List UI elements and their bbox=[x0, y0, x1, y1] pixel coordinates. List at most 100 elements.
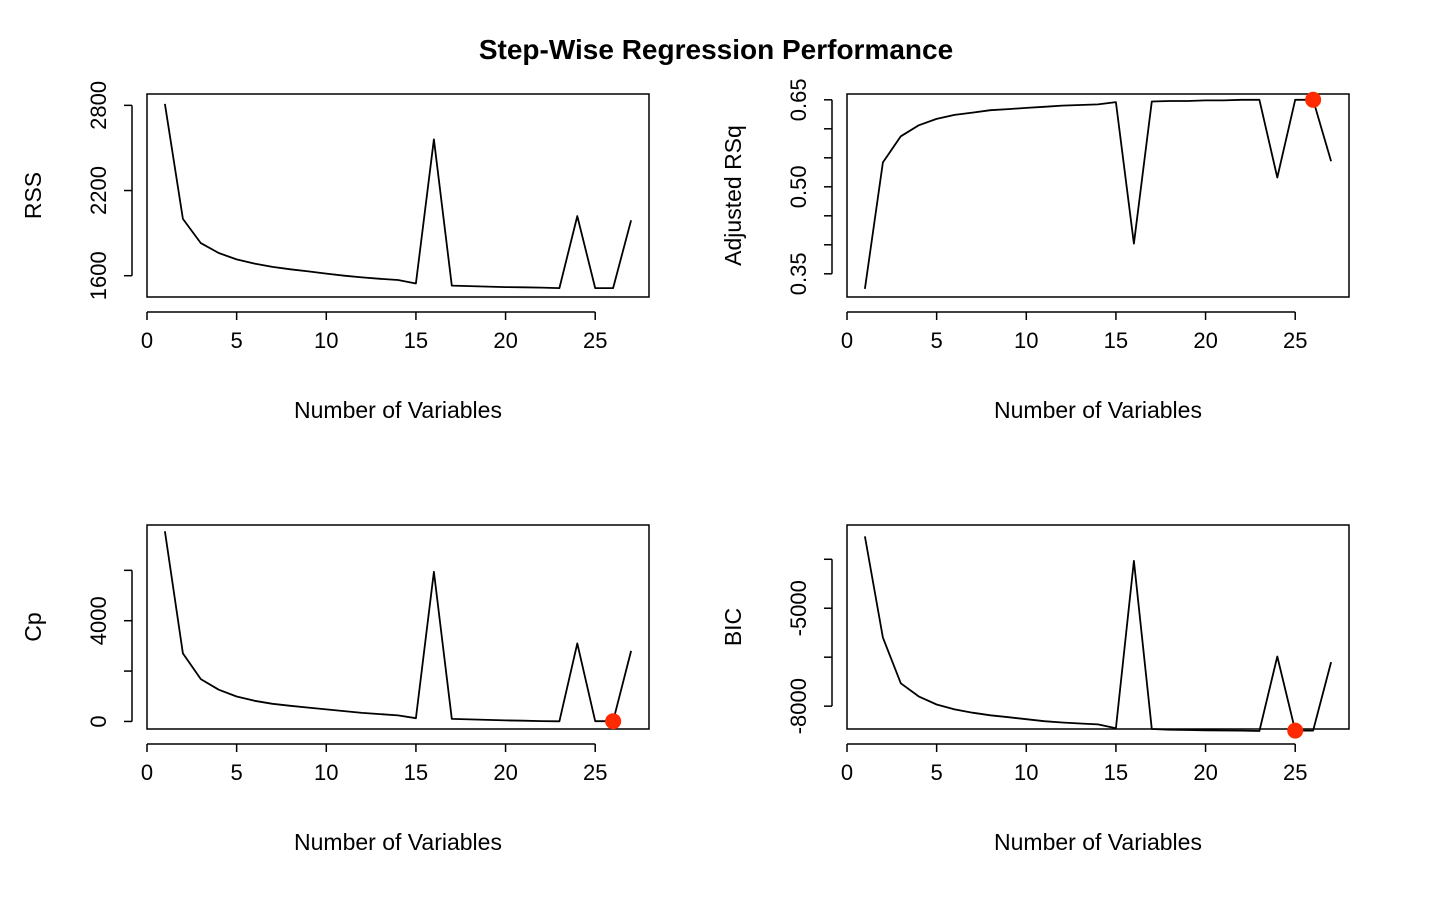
data-point bbox=[397, 279, 399, 281]
data-point bbox=[1258, 99, 1260, 101]
data-point bbox=[989, 714, 991, 716]
data-point bbox=[1186, 729, 1188, 731]
data-point bbox=[1169, 728, 1171, 730]
data-point bbox=[882, 636, 884, 638]
data-point bbox=[343, 275, 345, 277]
data-point bbox=[1169, 100, 1171, 102]
x-tick-label: 10 bbox=[314, 328, 338, 353]
x-tick-label: 25 bbox=[583, 760, 607, 785]
data-point bbox=[1240, 99, 1242, 101]
data-point bbox=[864, 288, 866, 290]
series-line bbox=[864, 98, 1332, 290]
x-tick-label: 20 bbox=[493, 328, 517, 353]
data-point bbox=[1025, 107, 1027, 109]
data-point bbox=[1061, 104, 1063, 106]
data-point bbox=[989, 109, 991, 111]
data-point bbox=[1007, 108, 1009, 110]
x-axis-label: Number of Variables bbox=[294, 397, 502, 423]
data-point bbox=[1276, 655, 1278, 657]
x-tick-label: 10 bbox=[1014, 328, 1038, 353]
data-point bbox=[594, 287, 596, 289]
data-point bbox=[576, 642, 578, 644]
data-point bbox=[1115, 727, 1117, 729]
data-point bbox=[1204, 729, 1206, 731]
data-point bbox=[486, 285, 488, 287]
x-tick-label: 0 bbox=[141, 760, 153, 785]
x-tick-label: 20 bbox=[493, 760, 517, 785]
y-axis-label: Cp bbox=[20, 612, 46, 641]
data-point bbox=[1079, 722, 1081, 724]
data-point bbox=[307, 706, 309, 708]
chart-panel-1: 0 5 10 15 20 25 Number of Variables 1600 2200 280… bbox=[20, 81, 650, 423]
data-point bbox=[900, 682, 902, 684]
data-point bbox=[953, 708, 955, 710]
data-point bbox=[271, 703, 273, 705]
optimum-marker bbox=[1305, 91, 1322, 108]
x-tick-label: 20 bbox=[1193, 760, 1217, 785]
data-point bbox=[1222, 729, 1224, 731]
data-point bbox=[307, 270, 309, 272]
x-tick-label: 15 bbox=[1104, 760, 1128, 785]
data-point bbox=[522, 286, 524, 288]
data-point bbox=[164, 530, 166, 532]
data-point bbox=[1294, 99, 1296, 101]
data-point bbox=[918, 124, 920, 126]
data-point bbox=[253, 700, 255, 702]
y-tick-label: 4000 bbox=[86, 596, 111, 645]
data-point bbox=[540, 720, 542, 722]
data-point bbox=[594, 720, 596, 722]
data-point bbox=[1151, 728, 1153, 730]
data-point bbox=[576, 215, 578, 217]
data-point bbox=[200, 678, 202, 680]
data-point bbox=[415, 717, 417, 719]
data-point bbox=[971, 111, 973, 113]
data-point bbox=[1240, 729, 1242, 731]
data-point bbox=[379, 278, 381, 280]
data-point bbox=[433, 138, 435, 140]
data-point bbox=[1115, 101, 1117, 103]
data-point bbox=[630, 219, 632, 221]
data-point bbox=[253, 262, 255, 264]
data-point bbox=[164, 103, 166, 105]
y-tick-label: 1600 bbox=[86, 251, 111, 300]
plot-frame bbox=[846, 524, 1350, 730]
data-point bbox=[361, 276, 363, 278]
x-tick-label: 25 bbox=[1283, 760, 1307, 785]
data-point bbox=[864, 535, 866, 537]
x-tick-label: 5 bbox=[231, 328, 243, 353]
y-tick-label: 0.35 bbox=[786, 252, 811, 295]
optimum-marker bbox=[1287, 722, 1304, 739]
data-point bbox=[882, 161, 884, 163]
data-point bbox=[540, 286, 542, 288]
data-point bbox=[935, 118, 937, 120]
x-axis-label: Number of Variables bbox=[294, 829, 502, 855]
chart-panel-3: 0 5 10 15 20 25 Number of Variables 0 4000 Cp bbox=[20, 524, 650, 855]
data-point bbox=[1276, 176, 1278, 178]
x-tick-label: 25 bbox=[583, 328, 607, 353]
x-tick-label: 15 bbox=[404, 328, 428, 353]
x-axis-label: Number of Variables bbox=[994, 829, 1202, 855]
data-point bbox=[504, 719, 506, 721]
data-point bbox=[182, 218, 184, 220]
data-point bbox=[325, 272, 327, 274]
data-point bbox=[469, 718, 471, 720]
y-axis-label: Adjusted RSq bbox=[720, 125, 746, 266]
x-axis-label: Number of Variables bbox=[994, 397, 1202, 423]
x-tick-label: 0 bbox=[841, 760, 853, 785]
data-point bbox=[379, 713, 381, 715]
data-point bbox=[271, 266, 273, 268]
data-point bbox=[218, 689, 220, 691]
y-tick-label: 0.50 bbox=[786, 165, 811, 208]
chart-panel-2: 0 5 10 15 20 25 Number of Variables 0.35 0.50 0.6… bbox=[720, 78, 1350, 423]
data-point bbox=[1025, 718, 1027, 720]
data-point bbox=[522, 719, 524, 721]
chart-panel-4: 0 5 10 15 20 25 Number of Variables -8000 -5000 B… bbox=[720, 524, 1350, 855]
optimum-marker bbox=[605, 713, 622, 730]
data-point bbox=[415, 282, 417, 284]
y-axis-label: RSS bbox=[20, 172, 46, 219]
data-point bbox=[1222, 99, 1224, 101]
data-point bbox=[433, 571, 435, 573]
x-tick-label: 10 bbox=[1014, 760, 1038, 785]
data-point bbox=[451, 284, 453, 286]
y-tick-label: 2800 bbox=[86, 81, 111, 130]
